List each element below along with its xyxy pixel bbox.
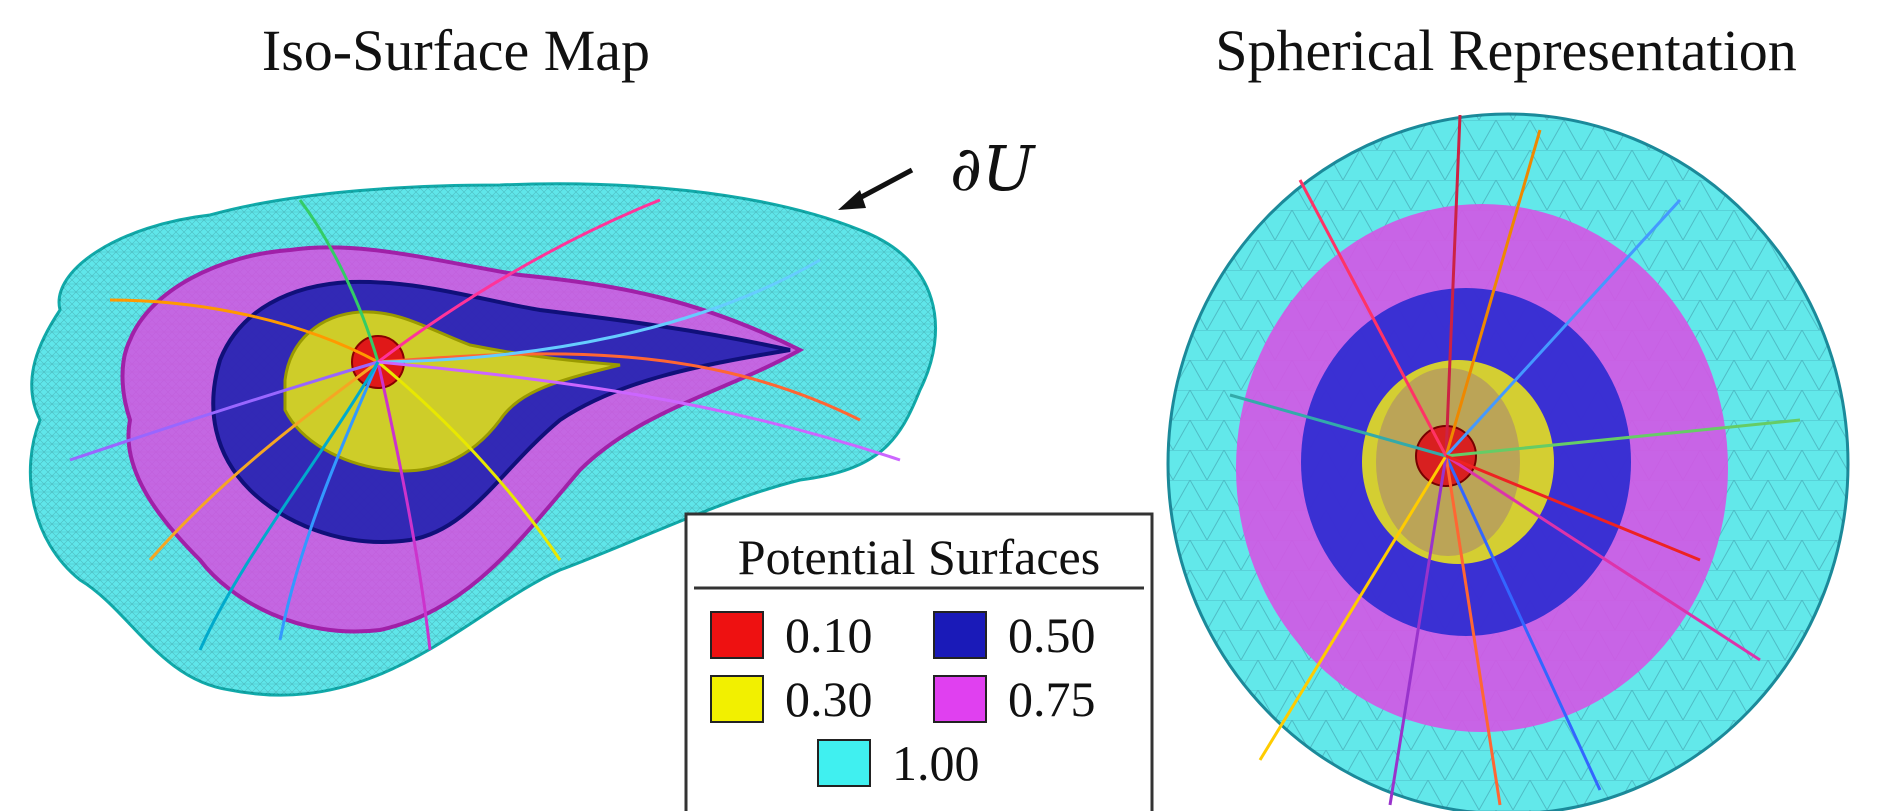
legend-label: 0.50 — [1008, 607, 1096, 663]
boundary-label: ∂U — [950, 132, 1036, 205]
left-title: Iso-Surface Map — [262, 18, 650, 83]
legend-swatch — [818, 740, 870, 786]
legend: Potential Surfaces 0.10 0.50 0.30 0.75 1.00 — [686, 514, 1152, 811]
legend-swatch — [711, 676, 763, 722]
legend-swatch — [711, 612, 763, 658]
legend-label: 1.00 — [892, 735, 980, 791]
spherical-representation — [1168, 114, 1848, 811]
legend-title: Potential Surfaces — [738, 529, 1100, 585]
legend-label: 0.30 — [785, 671, 873, 727]
legend-label: 0.75 — [1008, 671, 1096, 727]
arrow — [838, 170, 912, 210]
legend-swatch — [934, 612, 986, 658]
right-title: Spherical Representation — [1215, 18, 1796, 83]
legend-swatch — [934, 676, 986, 722]
legend-label: 0.10 — [785, 607, 873, 663]
figure: Iso-Surface Map Spherical Representation… — [0, 0, 1881, 811]
